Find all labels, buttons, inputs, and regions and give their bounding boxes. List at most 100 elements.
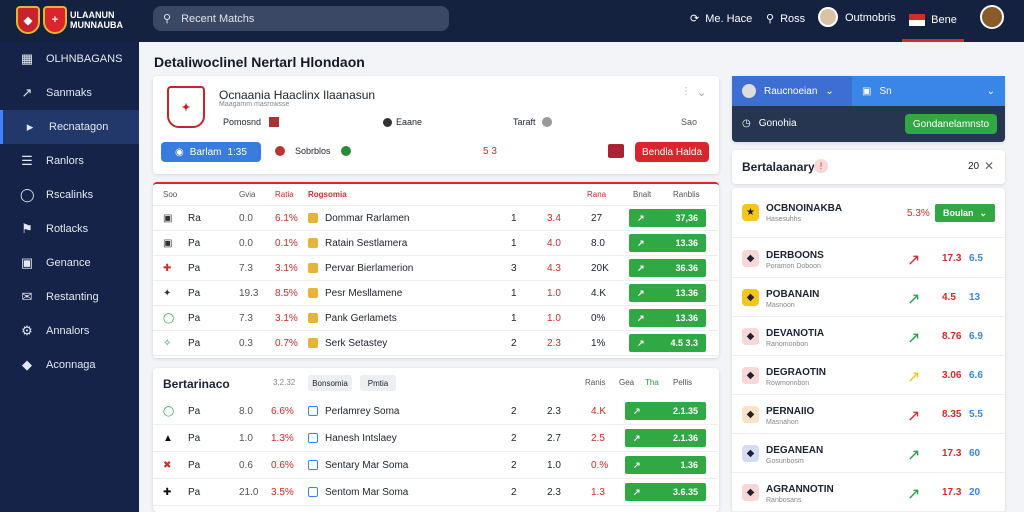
ranking-row[interactable]: ◆ PERNAIIO Masnahon ↗ 8.35 5.5	[732, 396, 1004, 434]
tab-3[interactable]: Pmtia	[360, 375, 396, 391]
row-icon: ✦	[163, 287, 172, 299]
team-b[interactable]: Sobrblos	[275, 146, 351, 156]
ranking-value: 8.76	[942, 331, 962, 342]
top-link-2[interactable]: ⚲ Ross	[766, 12, 806, 26]
logo: ◆ +	[16, 6, 67, 34]
search-input[interactable]: ⚲ Recent Matchs	[153, 6, 449, 31]
table-row[interactable]: ◯ Pa 8.0 6.6% Perlamrey Soma 2 2.3 4.K ↗ 2.1.35	[153, 398, 718, 425]
chevron-down-icon[interactable]: ⌄	[697, 87, 707, 99]
value-pill[interactable]: ↗ 13.36	[629, 234, 706, 252]
value-pill[interactable]: ↗ 2.1.35	[625, 402, 706, 420]
value-pill[interactable]: ↗ 3.6.35	[625, 483, 706, 501]
table-row[interactable]: ▲ Pa 1.0 1.3% Hanesh Intslaey 2 2.7 2.5 ↗ 2.1.36	[153, 425, 718, 452]
avatar[interactable]	[818, 7, 838, 27]
row-col-a: Pa	[188, 337, 201, 349]
top-item-button[interactable]: Boulan ⌄	[935, 204, 995, 222]
table-row[interactable]: ▣ Ra 0.0 6.1% Dommar Rarlamen 1 3.4 27 ↗ 37,36	[153, 206, 718, 231]
ranking-row[interactable]: ◆ POBANAIN Masnoon ↗ 4.5 13	[732, 279, 1004, 317]
sidebar-item-1[interactable]: ▦ OLHNBAGANS	[20, 51, 123, 66]
row-col-d: 2	[511, 405, 517, 417]
sidebar-item-3[interactable]: ▸ Recnatagon	[0, 110, 139, 144]
sidebar-item-2[interactable]: ↗ Sanmaks	[21, 85, 92, 100]
match-title: Ocnaania Haaclinx Ilaanasun	[219, 88, 376, 102]
search-icon: ⚲	[163, 13, 172, 25]
row-col-f: 4.K	[591, 287, 607, 299]
tab-2[interactable]: Bonsomia	[308, 375, 352, 391]
flag-icon: ⚑	[21, 221, 33, 236]
value-pill[interactable]: ↗ 37,36	[629, 209, 706, 227]
value-pill-text: 4.5 3.3	[670, 338, 698, 348]
ranking-row[interactable]: ◆ DEGRAOTIN Rowmonnbon ↗ 3.06 6.6	[732, 357, 1004, 395]
row-col-f: 20K	[591, 262, 609, 274]
green-action-button[interactable]: Gondanelamnsto	[905, 114, 997, 134]
table-row[interactable]: ✖ Pa 0.6 0.6% Sentary Mar Soma 2 1.0 0.% ↗ 1.36	[153, 452, 718, 479]
table-row[interactable]: ✚ Pa 21.0 3.5% Sentom Mar Soma 2 2.3 1.3 ↗ 3.6.35	[153, 479, 718, 506]
row-icon: ◯	[163, 312, 175, 324]
sidebar: ▦ OLHNBAGANS ↗ Sanmaks ▸ Recnatagon ☰ Ranlor…	[0, 42, 139, 512]
row-col-f: 2.5	[591, 432, 605, 444]
team-badge-icon: ◆	[742, 406, 759, 423]
ranking-row[interactable]: ◆ AGRANNOTIN Ranbosans ↗ 17.3 20	[732, 474, 1004, 512]
value-pill[interactable]: ↗ 2.1.36	[625, 429, 706, 447]
table-row[interactable]: ◯ Pa 7.3 3.1% Pank Gerlamets 1 1.0 0% ↗ 13.36	[153, 306, 718, 331]
row-col-c: 0.7%	[275, 337, 298, 349]
row-col-e: 2.7	[547, 432, 561, 444]
chevron-down-icon: ⌄	[986, 85, 995, 97]
value-pill[interactable]: ↗ 13.36	[629, 309, 706, 327]
value-pill[interactable]: ↗ 4.5 3.3	[629, 334, 706, 352]
row-name: Sentom Mar Soma	[325, 486, 409, 498]
row-name: Perlamrey Soma	[325, 405, 400, 417]
trend-icon: ↗	[633, 432, 641, 443]
row-col-d: 2	[511, 459, 517, 471]
sidebar-item-4[interactable]: ☰ Ranlors	[21, 153, 84, 168]
user-name[interactable]: Outmobris	[845, 12, 896, 24]
sidebar-item-8[interactable]: ✉ Restanting	[21, 289, 99, 304]
chart-icon: ↗	[21, 85, 33, 100]
trend-icon: ↗	[637, 337, 645, 348]
row-icon: ▣	[163, 237, 173, 249]
sidebar-item-6[interactable]: ⚑ Rotlacks	[21, 221, 89, 236]
ranking-value-2: 6.9	[969, 331, 983, 342]
table-row[interactable]: ✧ Pa 0.3 0.7% Serk Setastey 2 2.3 1% ↗ 4.5 3.3	[153, 331, 718, 356]
team-a-button[interactable]: ◉ Barlam 1:35	[161, 142, 261, 162]
top-link-1[interactable]: ⟳ Me. Hace	[690, 12, 753, 26]
top-item[interactable]: ★ OCBNOINAKBA Hasesuhhs 5.3% Boulan ⌄	[732, 188, 1004, 238]
row-col-e: 4.0	[547, 237, 561, 249]
ranking-row[interactable]: ◆ DERBOONS Poramon Doboon ↗ 17.3 6.5	[732, 240, 1004, 278]
action-button[interactable]: Bendla Halda	[635, 142, 709, 162]
row-icon: ▣	[163, 212, 173, 224]
ranking-name: PERNAIIO	[766, 406, 815, 417]
ranking-row[interactable]: ◆ DEGANEAN Gosunbosm ↗ 17.3 60	[732, 435, 1004, 473]
value-pill-text: 2.1.36	[672, 433, 698, 443]
ranking-value: 17.3	[942, 448, 962, 459]
value-pill[interactable]: ↗ 13.36	[629, 284, 706, 302]
sidebar-item-10[interactable]: ◆ Aconnaga	[22, 357, 96, 372]
ranking-value: 17.3	[942, 487, 962, 498]
match-subtitle: Maagamm masrowsse	[219, 101, 290, 108]
sidebar-item-5[interactable]: ◯ Rscalinks	[20, 187, 94, 202]
page-title: Detaliwoclinel Nertarl Hlondaon	[154, 54, 365, 70]
team-badge-icon	[308, 433, 318, 443]
left-team: Pomosnd	[223, 117, 280, 127]
tab-1[interactable]: 3.2.32	[273, 378, 296, 387]
table-row[interactable]: ✚ Pa 7.3 3.1% Pervar Bierlamerion 3 4.3 20K ↗ 36.…	[153, 256, 718, 281]
close-icon[interactable]: ✕	[984, 159, 995, 173]
value-pill[interactable]: ↗ 1.36	[625, 456, 706, 474]
language-selector[interactable]: Bene	[902, 0, 964, 42]
ranking-row[interactable]: ◆ DEVANOTIA Ranomonbon ↗ 8.76 6.9	[732, 318, 1004, 356]
sidebar-item-9[interactable]: ⚙ Annalors	[21, 323, 90, 338]
profile-avatar[interactable]	[980, 5, 1004, 29]
tab-right-2[interactable]: ▣ Sn ⌄	[852, 76, 1005, 106]
ball-icon	[383, 117, 392, 127]
sidebar-item-7[interactable]: ▣ Genance	[20, 255, 91, 270]
tab-right-1[interactable]: Raucnoeian ⌄	[732, 76, 852, 106]
ranking-sub: Poramon Doboon	[766, 263, 821, 270]
more-icon[interactable]: ⋮	[681, 86, 691, 97]
row-col-b: 19.3	[239, 287, 259, 299]
table-row[interactable]: ▣ Pa 0.0 0.1% Ratain Sestlamera 1 4.0 8.0 ↗ 13.36	[153, 231, 718, 256]
row-col-c: 1.3%	[271, 432, 294, 444]
table-row[interactable]: ✦ Pa 19.3 8.5% Pesr Mesllamene 1 1.0 4.K ↗ 13.36	[153, 281, 718, 306]
shield-icon: ◆	[22, 357, 32, 372]
ranking-value-2: 5.5	[969, 409, 983, 420]
value-pill[interactable]: ↗ 36.36	[629, 259, 706, 277]
